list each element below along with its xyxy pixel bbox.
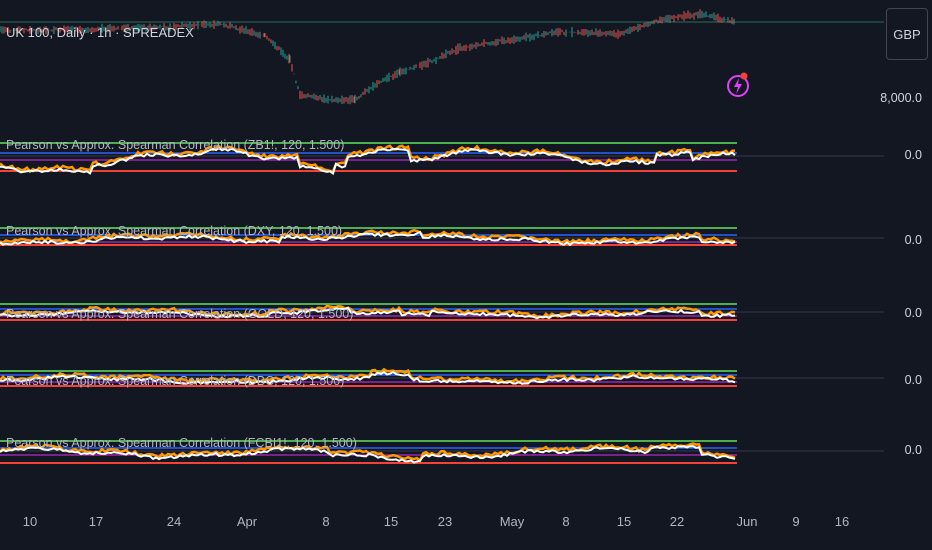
- indicator-title-gold[interactable]: Pearson vs Approx. Spearman Correlation …: [6, 307, 354, 321]
- indicator-title-fcbi[interactable]: Pearson vs Approx. Spearman Correlation …: [6, 436, 357, 450]
- indicator-title-zb[interactable]: Pearson vs Approx. Spearman Correlation …: [6, 138, 345, 152]
- symbol-title[interactable]: UK 100, Daily · 1h · SPREADEX: [6, 25, 194, 40]
- indicator-pane-2: [0, 303, 884, 321]
- time-axis-label: 24: [166, 514, 182, 529]
- time-axis-label: Apr: [236, 514, 258, 529]
- indicator-pane-3: [0, 367, 884, 387]
- price-scale-label: 8,000.0: [880, 91, 922, 105]
- time-axis-label: Jun: [736, 514, 758, 529]
- pearson-series: [0, 230, 736, 247]
- spearman-series: [0, 228, 736, 245]
- pearson-series: [0, 306, 736, 320]
- pearson-series: [0, 445, 736, 464]
- main-price-pane: [0, 9, 884, 105]
- currency-button[interactable]: GBP: [886, 8, 928, 60]
- pearson-series: [0, 147, 736, 176]
- time-axis-label: 9: [792, 514, 800, 529]
- indicator-value-dbc: 0.0: [904, 373, 922, 387]
- indicator-value-dxy: 0.0: [904, 233, 922, 247]
- indicator-title-dxy[interactable]: Pearson vs Approx. Spearman Correlation …: [6, 224, 343, 238]
- time-axis-label: 16: [834, 514, 850, 529]
- spearman-series: [0, 442, 736, 463]
- indicator-value-gold: 0.0: [904, 306, 922, 320]
- indicator-pane-1: [0, 227, 884, 247]
- time-axis-label: 10: [22, 514, 38, 529]
- time-axis-label: 17: [88, 514, 104, 529]
- indicator-panes: [0, 142, 884, 464]
- indicator-title-dbc[interactable]: Pearson vs Approx. Spearman Correlation …: [6, 374, 345, 388]
- time-axis-label: 8: [322, 514, 330, 529]
- time-axis-label: 23: [437, 514, 453, 529]
- time-axis-label: 15: [616, 514, 632, 529]
- time-axis-label: 15: [383, 514, 399, 529]
- indicator-pane-4: [0, 440, 884, 464]
- time-axis-label: 8: [562, 514, 570, 529]
- indicator-pane-0: [0, 142, 884, 176]
- pearson-series: [0, 370, 736, 385]
- indicator-value-zb: 0.0: [904, 148, 922, 162]
- indicator-value-fcbi: 0.0: [904, 443, 922, 457]
- flash-icon[interactable]: [726, 66, 752, 102]
- time-axis-label: 22: [669, 514, 685, 529]
- time-axis-label: May: [499, 514, 525, 529]
